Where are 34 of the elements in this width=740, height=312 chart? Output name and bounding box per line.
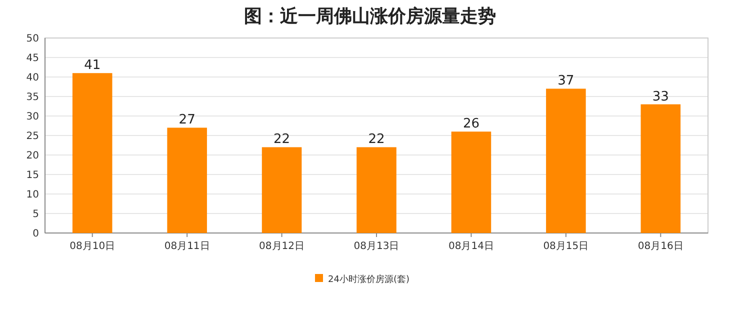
x-tick-label: 08月13日 bbox=[354, 241, 400, 252]
y-tick-label: 25 bbox=[26, 131, 39, 142]
x-tick-label: 08月11日 bbox=[164, 241, 210, 252]
data-label: 41 bbox=[84, 58, 101, 74]
x-tick-label: 08月16日 bbox=[638, 241, 684, 252]
data-label: 22 bbox=[368, 132, 385, 148]
bar bbox=[72, 73, 112, 233]
x-tick-label: 08月15日 bbox=[543, 241, 589, 252]
chart-title: 图：近一周佛山涨价房源量走势 bbox=[244, 6, 496, 27]
bar bbox=[356, 147, 396, 233]
y-tick-label: 10 bbox=[26, 190, 39, 200]
x-tick-label: 08月12日 bbox=[259, 241, 305, 252]
legend-label: 24小时涨价房源(套) bbox=[328, 274, 410, 285]
data-label: 26 bbox=[462, 116, 480, 132]
bar bbox=[167, 128, 207, 233]
bar bbox=[262, 147, 302, 233]
y-tick-label: 35 bbox=[26, 92, 39, 103]
bar bbox=[451, 132, 492, 233]
data-label: 22 bbox=[274, 132, 290, 148]
bar bbox=[640, 104, 681, 233]
y-tick-label: 5 bbox=[32, 209, 39, 220]
data-label: 37 bbox=[558, 74, 574, 89]
data-label: 33 bbox=[652, 89, 669, 104]
y-tick-label: 50 bbox=[26, 34, 39, 44]
y-tick-label: 20 bbox=[26, 150, 39, 162]
data-label: 27 bbox=[178, 112, 196, 128]
y-tick-label: 45 bbox=[26, 53, 39, 64]
y-tick-label: 40 bbox=[26, 72, 39, 84]
y-tick-label: 0 bbox=[32, 228, 39, 240]
y-tick-label: 15 bbox=[26, 170, 39, 181]
bar bbox=[546, 88, 586, 233]
x-tick-label: 08月10日 bbox=[70, 241, 116, 252]
y-tick-label: 30 bbox=[26, 112, 39, 122]
x-tick-label: 08月14日 bbox=[448, 241, 494, 252]
